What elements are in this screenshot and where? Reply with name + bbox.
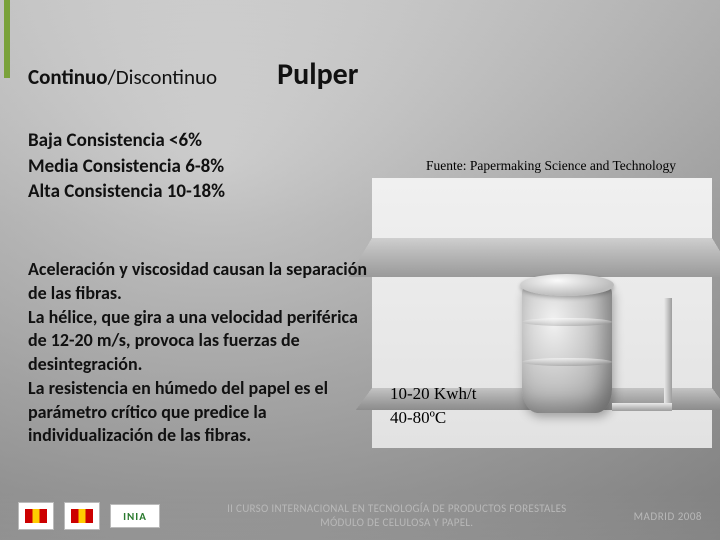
- header: Continuo/Discontinuo Pulper: [28, 56, 692, 93]
- footer-logos: INIA: [18, 502, 160, 530]
- consistency-low: Baja Consistencia <6%: [28, 128, 225, 154]
- pipe-vertical: [664, 298, 672, 408]
- consistency-block: Baja Consistencia <6% Media Consistencia…: [28, 128, 225, 205]
- pipe-horizontal: [612, 403, 672, 411]
- tank-rib: [522, 358, 612, 366]
- conveyor-top: [348, 238, 720, 277]
- logo-inia: INIA: [110, 504, 160, 528]
- accent-bar: [4, 0, 10, 78]
- logo-ministry: [64, 502, 100, 530]
- pulper-tank: [522, 283, 612, 413]
- flag-icon: [25, 509, 47, 523]
- footer: INIA II CURSO INTERNACIONAL EN TECNOLOGÍ…: [0, 492, 720, 540]
- footer-year: MADRID 2008: [634, 510, 702, 523]
- metric-temp: 40-80ºC: [390, 406, 476, 430]
- body-p2: La hélice, que gira a una velocidad peri…: [28, 306, 378, 377]
- tank-rib: [522, 318, 612, 326]
- footer-course: II CURSO INTERNACIONAL EN TECNOLOGÍA DE …: [160, 502, 634, 530]
- source-citation: Fuente: Papermaking Science and Technolo…: [426, 158, 676, 174]
- mode-rest: /Discontinuo: [108, 64, 218, 90]
- consistency-high: Alta Consistencia 10-18%: [28, 179, 225, 205]
- logo-spain: [18, 502, 54, 530]
- slide: Continuo/Discontinuo Pulper Baja Consist…: [0, 0, 720, 540]
- consistency-mid: Media Consistencia 6-8%: [28, 154, 225, 180]
- flag-icon: [71, 509, 93, 523]
- page-title: Pulper: [277, 56, 358, 93]
- mode-label: Continuo/Discontinuo: [28, 64, 217, 90]
- pulper-tank-top: [520, 274, 614, 296]
- body-text: Aceleración y viscosidad causan la separ…: [28, 258, 378, 448]
- metric-energy: 10-20 Kwh/t: [390, 382, 476, 406]
- metrics-block: 10-20 Kwh/t 40-80ºC: [390, 382, 476, 430]
- body-p3: La resistencia en húmedo del papel es el…: [28, 377, 378, 448]
- body-p1: Aceleración y viscosidad causan la separ…: [28, 258, 378, 306]
- mode-bold: Continuo: [28, 64, 108, 90]
